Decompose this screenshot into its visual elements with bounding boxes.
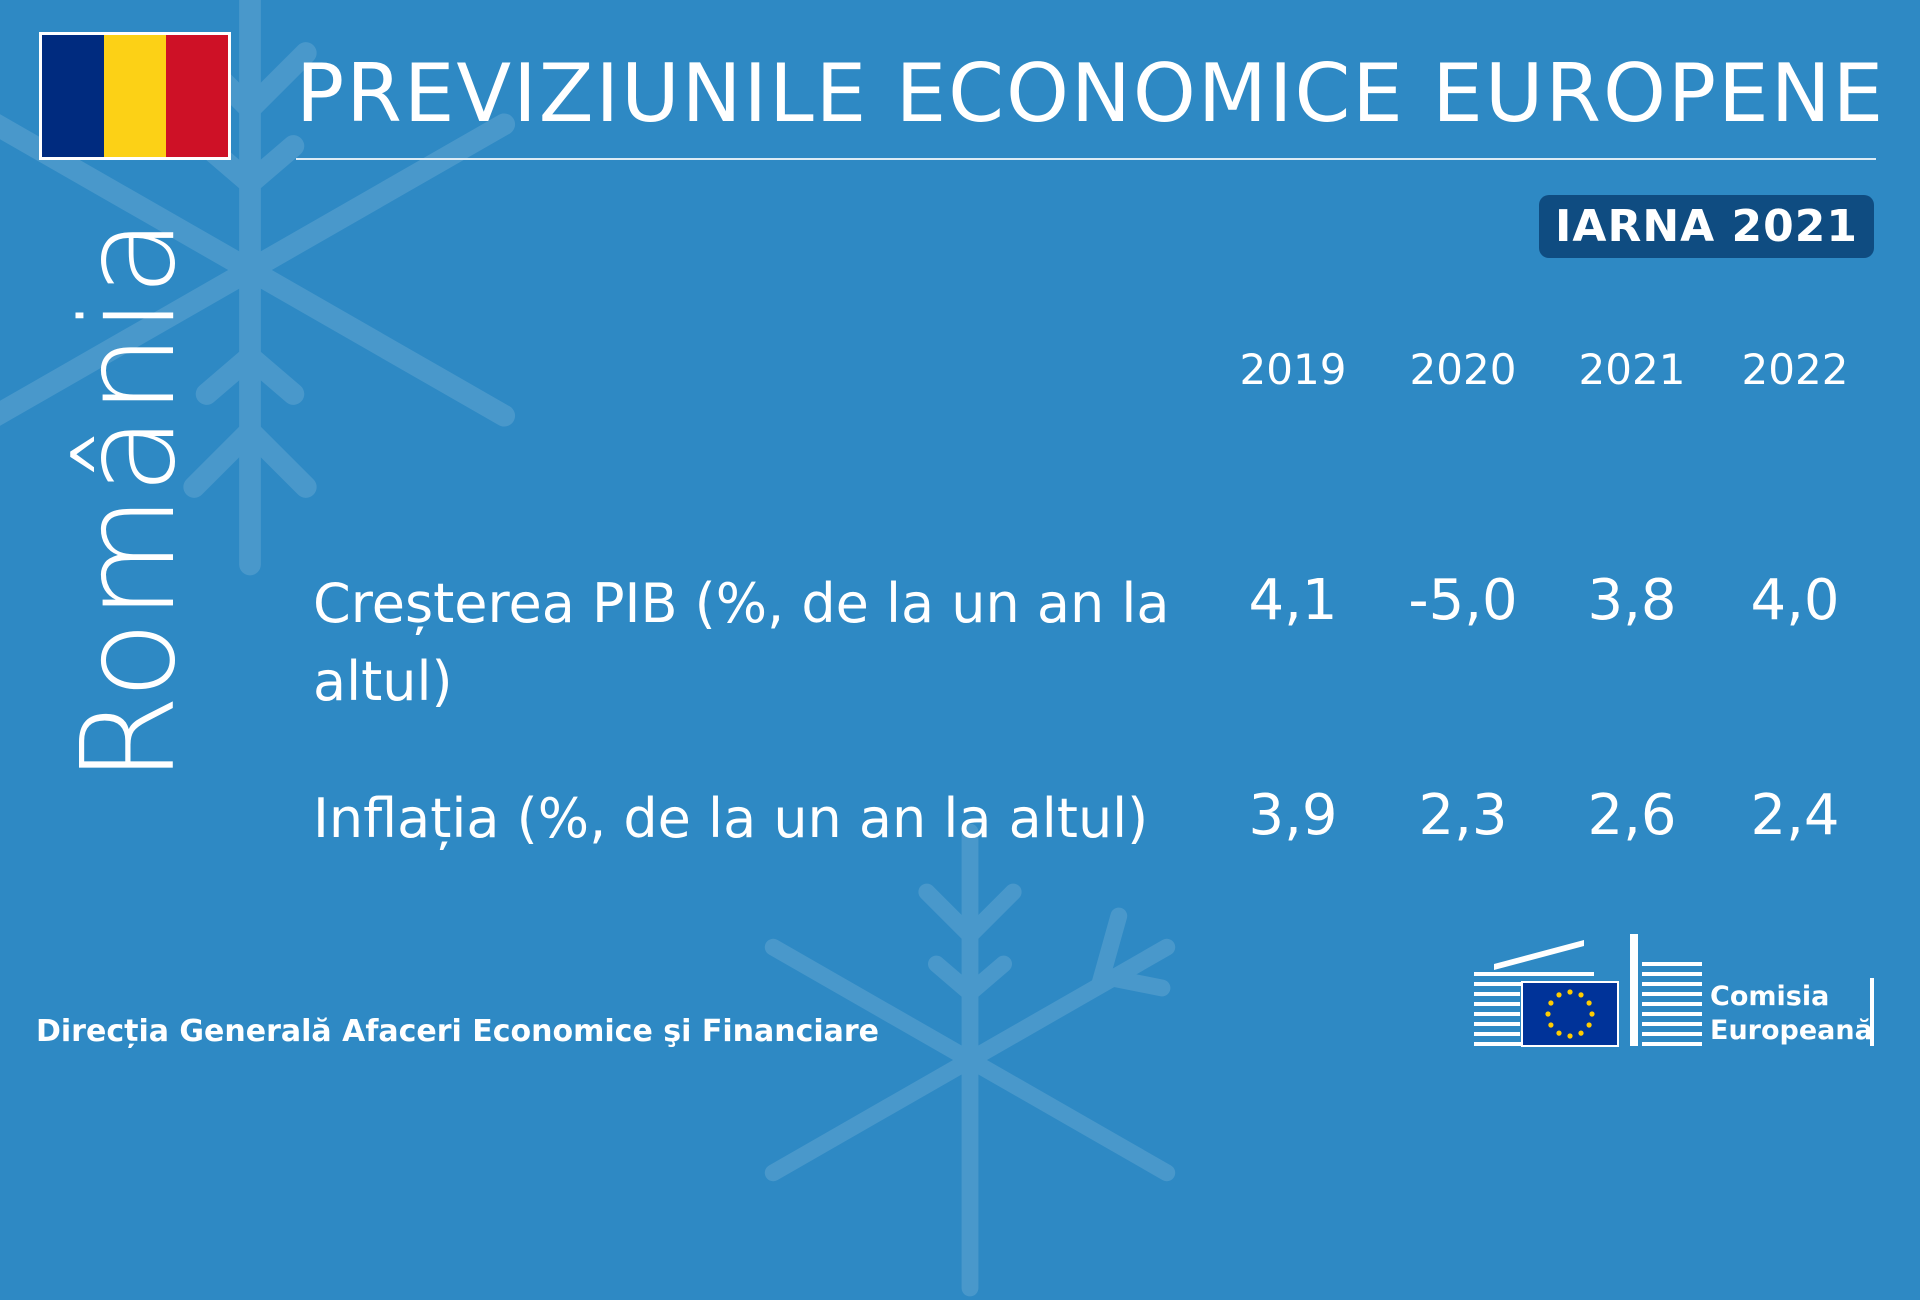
title-divider xyxy=(296,158,1876,160)
logo-line-2: Europeană xyxy=(1710,1015,1873,1046)
gdp-2020: -5,0 xyxy=(1408,568,1518,633)
eu-star xyxy=(1578,1030,1584,1036)
eu-star xyxy=(1556,992,1562,998)
flag-stripe-blue xyxy=(42,35,104,157)
year-header-2022: 2022 xyxy=(1741,345,1849,394)
eu-star xyxy=(1567,989,1573,995)
row-label-inflation: Inflația (%, de la un an la altul) xyxy=(313,787,1149,850)
eu-star xyxy=(1545,1011,1551,1017)
gdp-2019: 4,1 xyxy=(1248,568,1338,633)
logo-divider xyxy=(1870,978,1874,1046)
eu-star xyxy=(1589,1011,1595,1017)
country-name: România xyxy=(55,216,204,784)
eu-star xyxy=(1556,1030,1562,1036)
snowflake-decoration xyxy=(0,0,516,576)
inflation-2020: 2,3 xyxy=(1418,783,1508,848)
eu-star xyxy=(1548,1022,1554,1028)
flag-stripe-red xyxy=(166,35,228,157)
gdp-2022: 4,0 xyxy=(1750,568,1840,633)
eu-star xyxy=(1567,1033,1573,1039)
logo-text: Comisia Europeană xyxy=(1710,980,1873,1048)
flag-stripe-yellow xyxy=(104,35,166,157)
inflation-2021: 2,6 xyxy=(1587,783,1677,848)
row-label-gdp: Creșterea PIB (%, de la un an la altul) xyxy=(313,572,1170,713)
page-title: PREVIZIUNILE ECONOMICE EUROPENE xyxy=(296,47,1886,140)
department-name: Direcția Generală Afaceri Economice şi F… xyxy=(36,1014,880,1049)
year-header-2021: 2021 xyxy=(1578,345,1686,394)
eu-star xyxy=(1586,1000,1592,1006)
inflation-2022: 2,4 xyxy=(1750,783,1840,848)
eu-star xyxy=(1578,992,1584,998)
eu-star xyxy=(1586,1022,1592,1028)
inflation-2019: 3,9 xyxy=(1248,783,1338,848)
logo-line-1: Comisia xyxy=(1710,981,1830,1012)
year-header-2019: 2019 xyxy=(1239,345,1347,394)
romania-flag xyxy=(39,32,231,160)
season-badge: IARNA 2021 xyxy=(1539,195,1874,258)
snowflake-decoration xyxy=(764,823,1176,1297)
eu-star xyxy=(1548,1000,1554,1006)
gdp-2021: 3,8 xyxy=(1587,568,1677,633)
european-commission-logo xyxy=(1474,934,1702,1047)
year-header-2020: 2020 xyxy=(1409,345,1517,394)
